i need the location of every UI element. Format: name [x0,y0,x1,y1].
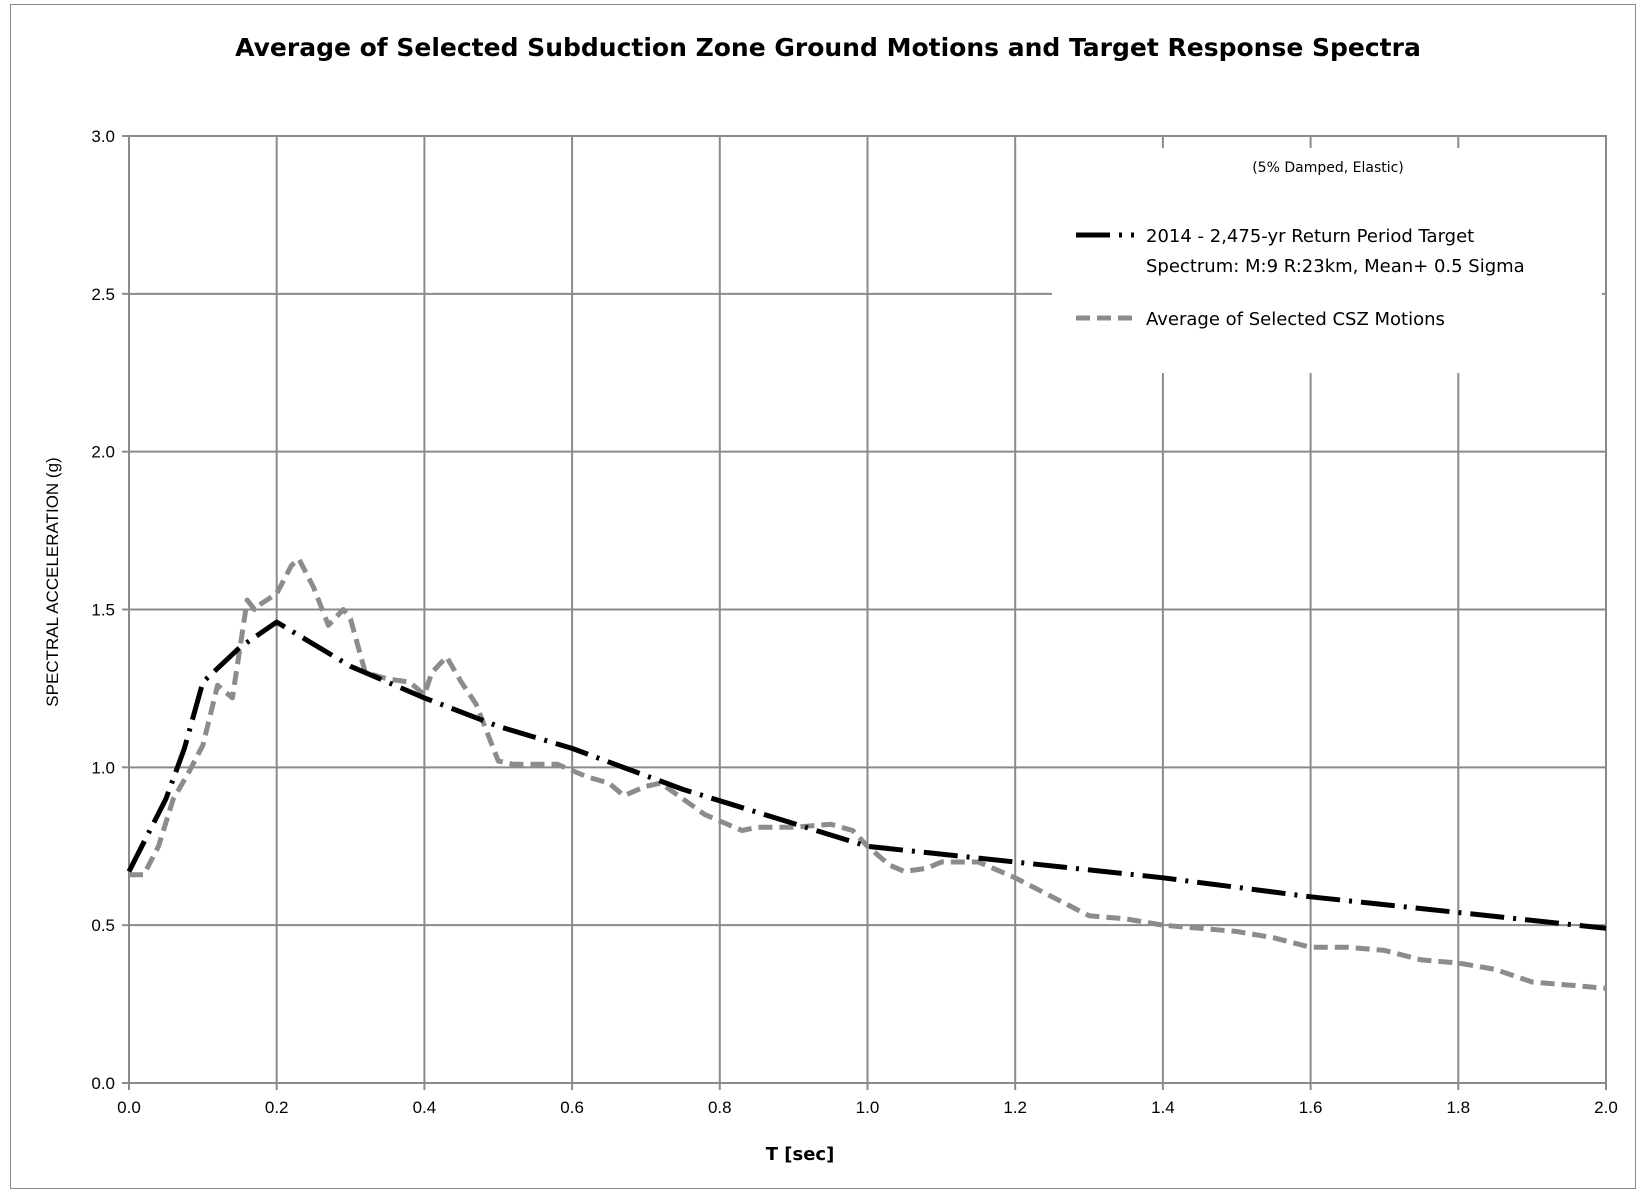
y-tick-label: 2.5 [91,285,115,304]
y-tick-label: 1.5 [91,601,115,620]
x-tick-label: 1.6 [1299,1098,1323,1117]
series-line-csz-average [129,556,1607,991]
x-axis-label: T [sec] [766,1144,835,1165]
chart-title: Average of Selected Subduction Zone Grou… [235,33,1421,62]
y-tick-label: 2.0 [91,443,115,462]
y-tick-label: 3.0 [91,127,115,146]
x-tick-label: 0.6 [560,1098,584,1117]
legend-label-csz: Average of Selected CSZ Motions [1146,309,1445,330]
x-tick-label: 2.0 [1594,1098,1618,1117]
series-line-target-spectrum [126,619,1607,931]
x-tick-label: 1.8 [1446,1098,1470,1117]
x-axis-ticks: 0.0 0.2 0.4 0.6 0.8 1.0 1.2 1.4 1.6 1.8 2.0 [117,1083,1618,1117]
y-tick-label: 0.5 [91,916,115,935]
damping-annotation: (5% Damped, Elastic) [1252,160,1404,176]
x-tick-label: 0.4 [413,1098,437,1117]
x-tick-label: 0.2 [265,1098,289,1117]
x-tick-label: 0.0 [117,1098,141,1117]
series-layer [126,556,1607,991]
legend-label-target-line1: 2014 - 2,475-yr Return Period Target [1146,226,1474,247]
y-axis-ticks: 0.0 0.5 1.0 1.5 2.0 2.5 3.0 [91,127,129,1093]
x-tick-label: 1.4 [1151,1098,1175,1117]
x-tick-label: 0.8 [708,1098,732,1117]
legend: (5% Damped, Elastic) 2014 - 2,475-yr Ret… [1052,148,1602,373]
legend-background [1052,148,1602,373]
legend-label-target-line2: Spectrum: M:9 R:23km, Mean+ 0.5 Sigma [1146,256,1525,277]
y-axis-label: SPECTRAL ACCELERATION (g) [43,457,62,706]
y-tick-label: 1.0 [91,758,115,777]
y-tick-label: 0.0 [91,1074,115,1093]
x-tick-label: 1.2 [1003,1098,1027,1117]
x-tick-label: 1.0 [856,1098,880,1117]
